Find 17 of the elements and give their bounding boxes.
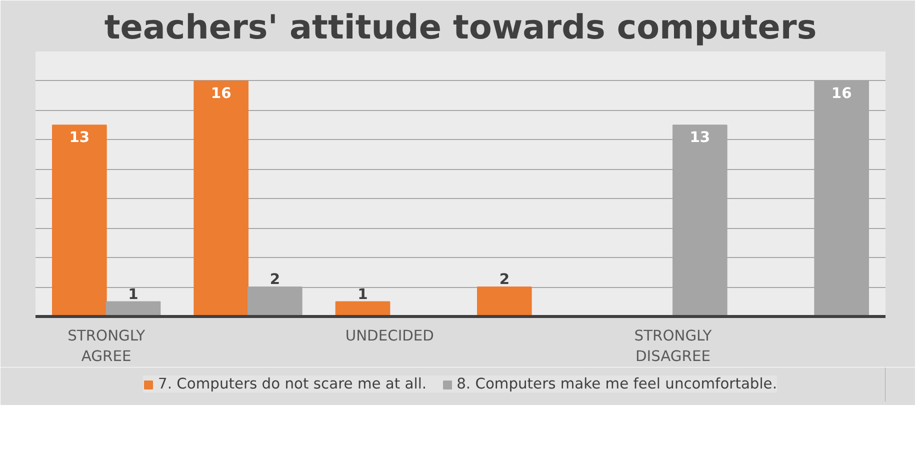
data-label: 1 xyxy=(128,286,138,303)
legend-label: 7. Computers do not scare me at all. xyxy=(158,376,427,392)
bar xyxy=(52,124,107,316)
x-tick-label: UNDECIDED xyxy=(345,328,434,344)
x-tick-label: STRONGLY AGREE xyxy=(68,328,146,365)
chart-title: teachers' attitude towards computers xyxy=(104,8,817,46)
legend-label: 8. Computers make me feel uncomfortable. xyxy=(456,376,777,392)
data-label: 13 xyxy=(690,129,710,146)
data-label: 16 xyxy=(210,84,232,102)
data-label: 13 xyxy=(69,129,90,146)
data-label: 2 xyxy=(499,271,510,288)
bar xyxy=(194,80,248,316)
data-label: 16 xyxy=(831,84,852,102)
x-tick-label: STRONGLY DISAGREE xyxy=(634,328,712,365)
data-label: 1 xyxy=(358,286,368,303)
data-label: 2 xyxy=(270,271,280,288)
bar xyxy=(477,286,532,316)
